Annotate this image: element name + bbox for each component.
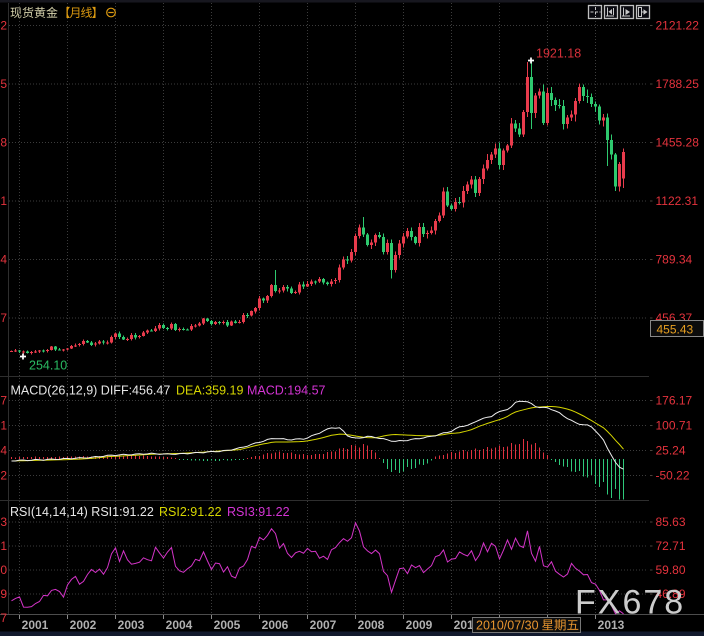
svg-text:455.43: 455.43 xyxy=(657,323,694,337)
svg-text:MACD(26,12,9) DIFF:456.47: MACD(26,12,9) DIFF:456.47 xyxy=(11,384,171,398)
svg-text:46.89: 46.89 xyxy=(656,587,686,601)
svg-text:72.71: 72.71 xyxy=(0,539,7,553)
svg-text:2003: 2003 xyxy=(118,618,145,632)
svg-text:2002: 2002 xyxy=(70,618,97,632)
svg-text:100.71: 100.71 xyxy=(0,419,7,433)
svg-text:2005: 2005 xyxy=(214,618,241,632)
svg-text:59.80: 59.80 xyxy=(656,563,686,577)
svg-text:72.71: 72.71 xyxy=(656,539,686,553)
svg-text:2013: 2013 xyxy=(598,618,625,632)
svg-text:1122.31: 1122.31 xyxy=(656,194,699,208)
svg-text:2121.22: 2121.22 xyxy=(0,19,7,33)
svg-text:2001: 2001 xyxy=(22,618,49,632)
svg-text:RSI2:91.22: RSI2:91.22 xyxy=(159,505,222,519)
svg-text:176.17: 176.17 xyxy=(656,394,693,408)
svg-text:33.97: 33.97 xyxy=(0,611,7,625)
svg-text:1455.28: 1455.28 xyxy=(0,136,7,150)
svg-text:25.24: 25.24 xyxy=(0,444,7,458)
svg-text:2007: 2007 xyxy=(310,618,337,632)
svg-text:-50.22: -50.22 xyxy=(656,469,690,483)
svg-text:2009: 2009 xyxy=(406,618,433,632)
svg-text:RSI3:91.22: RSI3:91.22 xyxy=(227,505,290,519)
svg-text:1788.25: 1788.25 xyxy=(656,77,700,91)
svg-text:176.17: 176.17 xyxy=(0,394,7,408)
svg-text:2004: 2004 xyxy=(166,618,193,632)
svg-text:RSI(14,14,14) RSI1:91.22: RSI(14,14,14) RSI1:91.22 xyxy=(10,505,154,519)
svg-text:789.34: 789.34 xyxy=(0,253,7,267)
svg-text:59.80: 59.80 xyxy=(0,563,7,577)
svg-text:1122.31: 1122.31 xyxy=(0,194,7,208)
svg-text:1455.28: 1455.28 xyxy=(656,136,700,150)
svg-text:2006: 2006 xyxy=(262,618,289,632)
svg-text:1788.25: 1788.25 xyxy=(0,77,7,91)
svg-text:85.63: 85.63 xyxy=(656,515,686,529)
svg-text:2008: 2008 xyxy=(358,618,385,632)
svg-text:25.24: 25.24 xyxy=(656,444,686,458)
svg-text:789.34: 789.34 xyxy=(656,253,693,267)
svg-text:456.37: 456.37 xyxy=(0,311,7,325)
svg-text:100.71: 100.71 xyxy=(656,419,693,433)
svg-text:2121.22: 2121.22 xyxy=(656,19,700,33)
svg-text:-50.22: -50.22 xyxy=(0,469,7,483)
svg-text:254.10: 254.10 xyxy=(29,359,67,373)
svg-text:FX678: FX678 xyxy=(575,584,685,622)
svg-text:46.89: 46.89 xyxy=(0,587,7,601)
svg-text:1921.18: 1921.18 xyxy=(536,47,581,61)
svg-text:MACD:194.57: MACD:194.57 xyxy=(247,384,326,398)
svg-text:85.63: 85.63 xyxy=(0,515,7,529)
svg-text:DEA:359.19: DEA:359.19 xyxy=(176,384,243,398)
svg-text:2010/07/30: 2010/07/30 xyxy=(476,619,539,633)
